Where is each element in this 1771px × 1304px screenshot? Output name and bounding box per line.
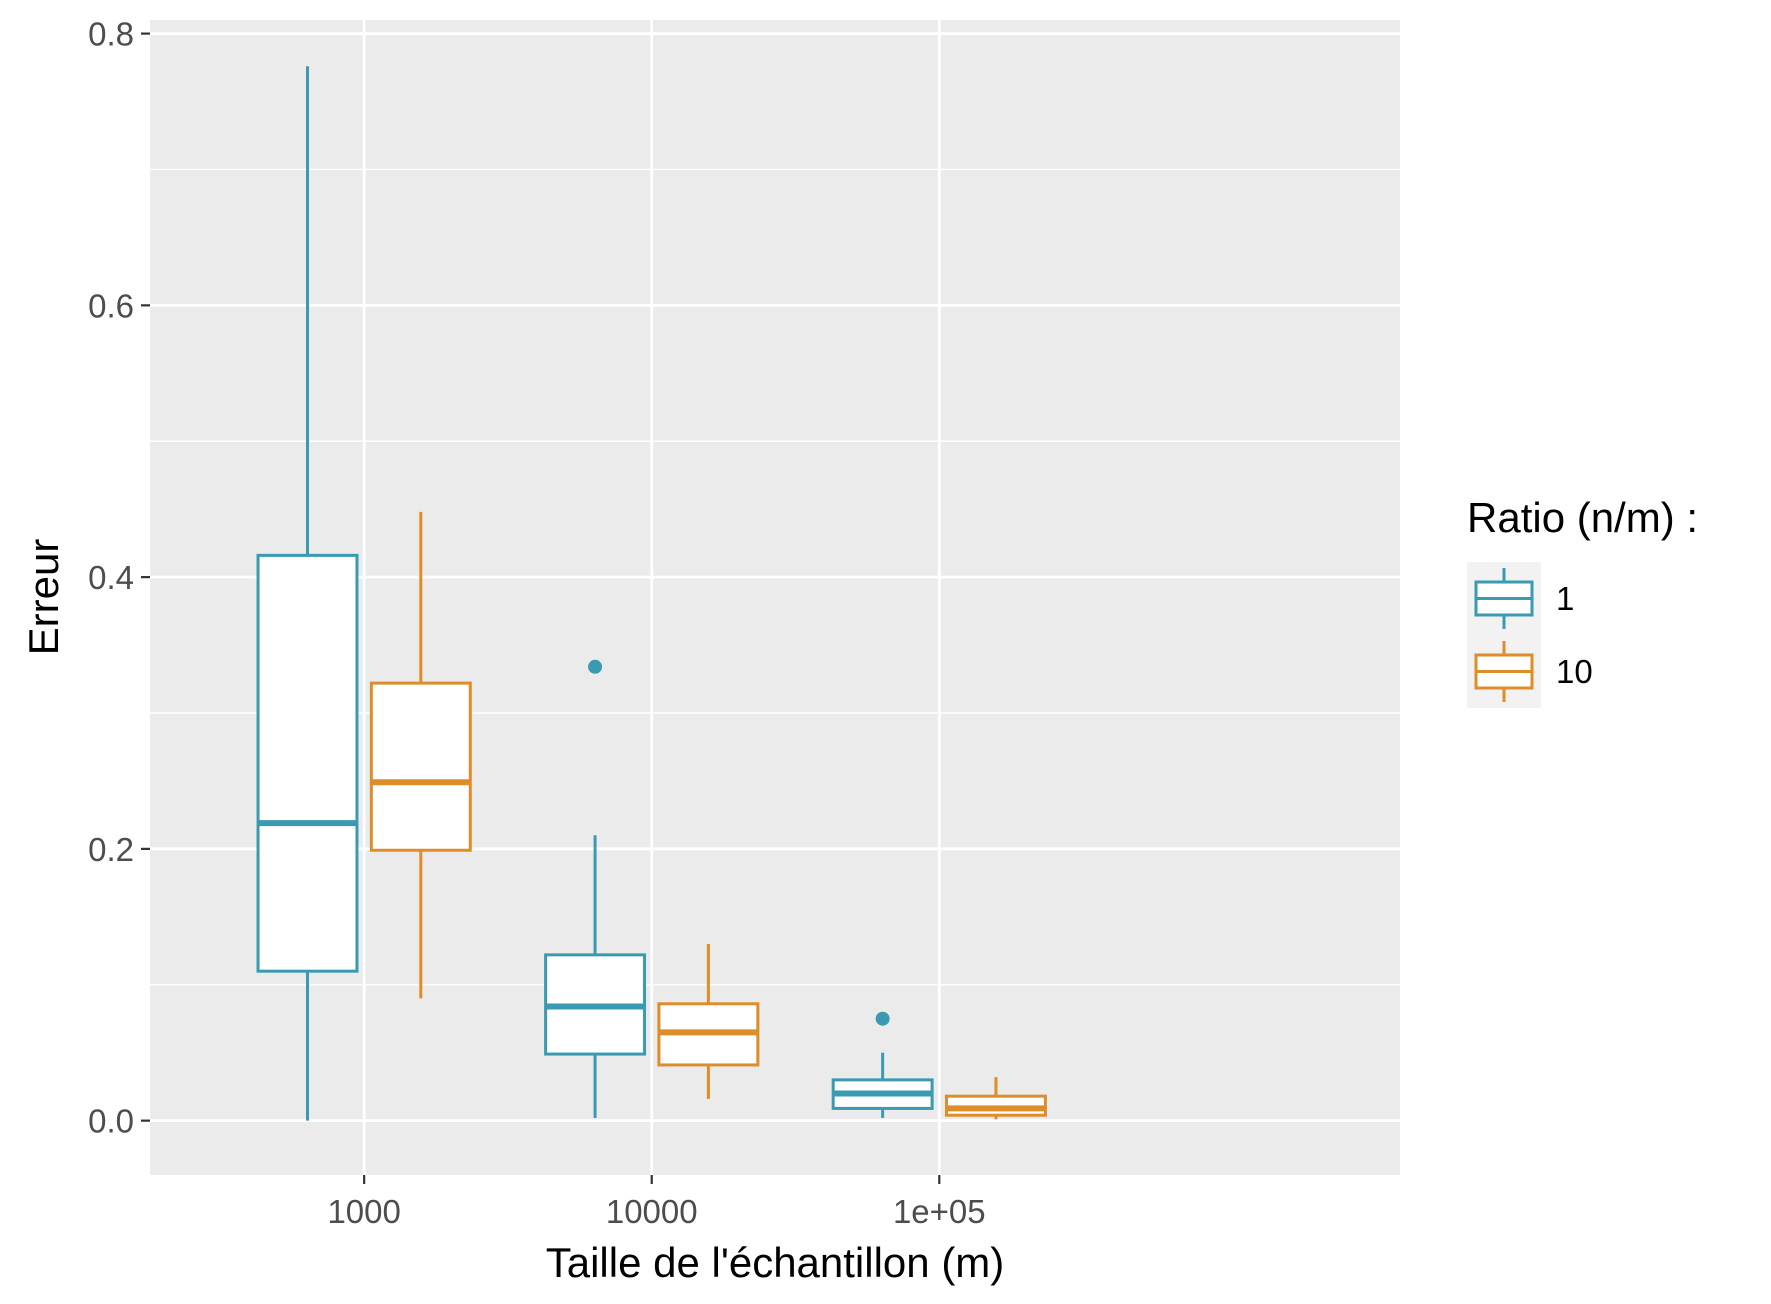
legend-title: Ratio (n/m) :	[1467, 494, 1698, 541]
x-axis-title: Taille de l'échantillon (m)	[546, 1239, 1005, 1286]
outlier-point	[875, 1011, 890, 1026]
y-tick-label: 0.6	[88, 287, 134, 324]
box-series-1	[544, 659, 647, 1118]
legend-label: 1	[1556, 580, 1574, 617]
box-series-10	[657, 944, 760, 1099]
boxes	[256, 66, 1047, 1121]
outlier-point	[588, 659, 603, 674]
box-series-1	[831, 1011, 934, 1118]
y-tick-label: 0.8	[88, 16, 134, 53]
y-tick-label: 0.4	[88, 559, 134, 596]
y-axis-title: Erreur	[20, 539, 67, 656]
box-series-10	[944, 1077, 1047, 1120]
y-tick-label: 0.2	[88, 831, 134, 868]
box-series-1	[256, 66, 359, 1121]
major-gridlines	[150, 20, 1400, 1175]
legend: Ratio (n/m) : 1 10	[1467, 494, 1698, 708]
box-series-10	[369, 511, 472, 999]
x-tick-label: 1000	[327, 1193, 400, 1230]
box	[256, 553, 359, 973]
y-tick-label: 0.0	[88, 1103, 134, 1140]
x-tick-label: 10000	[606, 1193, 698, 1230]
x-axis: 1000 10000 1e+05	[327, 1175, 986, 1230]
legend-keys: 1 10	[1467, 562, 1593, 708]
legend-label: 10	[1556, 653, 1593, 690]
box	[369, 681, 472, 852]
x-tick-label: 1e+05	[893, 1193, 986, 1230]
y-axis: 0.0 0.2 0.4 0.6 0.8	[88, 16, 150, 1140]
